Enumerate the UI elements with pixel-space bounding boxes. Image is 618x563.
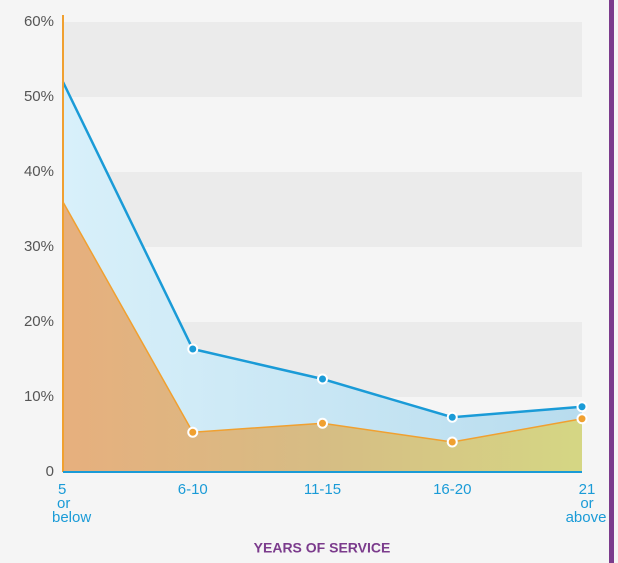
x-tick-line: 21 bbox=[579, 481, 596, 498]
x-tick-line: or bbox=[580, 495, 593, 512]
x-tick-label: 21 or above bbox=[566, 481, 607, 526]
point bbox=[446, 411, 458, 423]
x-tick-line: 5 bbox=[58, 481, 66, 498]
x-tick-label: 5 or below bbox=[52, 481, 91, 526]
area bbox=[63, 82, 582, 472]
x-axis-label: YEARS OF SERVICE bbox=[254, 540, 391, 556]
grid-band bbox=[63, 22, 582, 97]
y-tick-label: 30% bbox=[24, 238, 54, 255]
y-tick-label: 10% bbox=[24, 388, 54, 405]
x-tick-line: or bbox=[57, 495, 70, 512]
x-tick-label: 6-10 bbox=[178, 481, 208, 498]
point bbox=[576, 413, 588, 425]
x-tick-label: 11-15 bbox=[304, 481, 341, 498]
grid-band bbox=[63, 172, 582, 247]
point bbox=[187, 426, 199, 438]
x-tick-label: 16-20 bbox=[433, 481, 471, 498]
x-tick-line: above bbox=[566, 509, 607, 526]
y-tick-label: 20% bbox=[24, 313, 54, 330]
y-tick-label: 0 bbox=[46, 463, 54, 480]
point bbox=[576, 401, 588, 413]
y-tick-label: 50% bbox=[24, 88, 54, 105]
point bbox=[187, 343, 199, 355]
point bbox=[446, 436, 458, 448]
area bbox=[63, 202, 582, 472]
point bbox=[317, 417, 328, 429]
y-tick-label: 60% bbox=[24, 13, 54, 30]
point bbox=[317, 373, 328, 385]
y-tick-label: 40% bbox=[24, 163, 54, 180]
side-bar bbox=[609, 0, 614, 563]
x-tick-line: below bbox=[52, 509, 91, 526]
